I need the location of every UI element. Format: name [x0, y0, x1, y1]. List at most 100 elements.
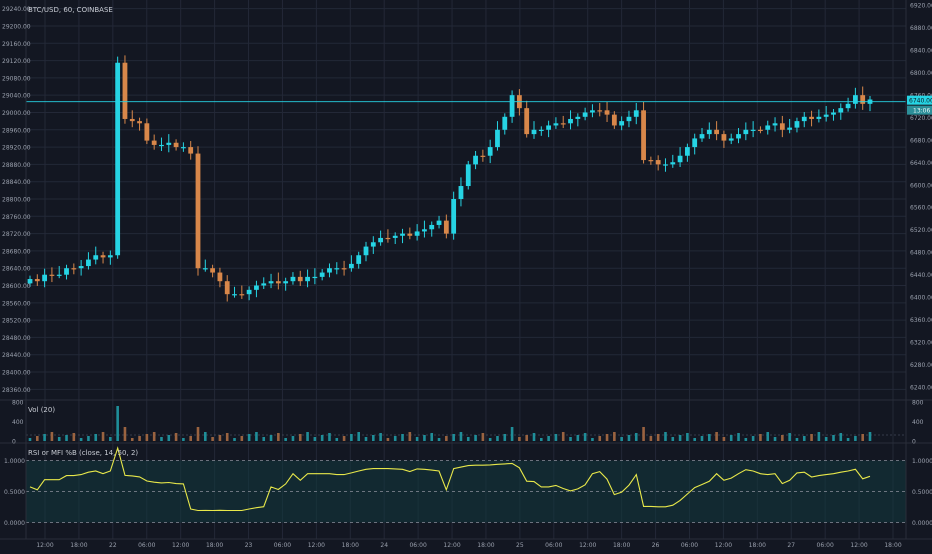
candle-body[interactable]: [458, 186, 464, 199]
candle-body[interactable]: [56, 274, 62, 276]
candle-body[interactable]: [341, 268, 347, 270]
candle-body[interactable]: [465, 164, 471, 187]
candle-body[interactable]: [290, 276, 296, 282]
candle-body[interactable]: [670, 162, 676, 165]
candle-body[interactable]: [414, 231, 420, 236]
candle-body[interactable]: [188, 147, 194, 154]
candle-body[interactable]: [831, 112, 836, 115]
candle-body[interactable]: [370, 242, 376, 247]
candle-body[interactable]: [809, 116, 814, 119]
candle-body[interactable]: [49, 274, 55, 276]
candle-body[interactable]: [495, 129, 500, 148]
candle-body[interactable]: [64, 268, 69, 275]
candle-body[interactable]: [838, 108, 844, 113]
candle-body[interactable]: [195, 153, 201, 269]
candle-body[interactable]: [122, 62, 128, 119]
candle-body[interactable]: [239, 294, 245, 296]
candle-body[interactable]: [772, 123, 778, 126]
candle-body[interactable]: [852, 95, 858, 104]
candle-body[interactable]: [758, 129, 763, 131]
candle-body[interactable]: [34, 279, 40, 282]
candle-body[interactable]: [385, 237, 391, 240]
candle-body[interactable]: [480, 155, 486, 157]
candle-body[interactable]: [721, 134, 727, 141]
candle-body[interactable]: [655, 160, 661, 165]
candle-body[interactable]: [378, 237, 384, 243]
candle-body[interactable]: [684, 147, 690, 156]
candle-body[interactable]: [144, 123, 150, 141]
candle-body[interactable]: [568, 118, 573, 124]
candle-body[interactable]: [217, 272, 223, 282]
candle-body[interactable]: [254, 285, 259, 290]
candle-body[interactable]: [210, 268, 216, 273]
candle-body[interactable]: [42, 274, 48, 282]
candle-body[interactable]: [275, 281, 281, 284]
candle-body[interactable]: [743, 129, 749, 135]
candle-body[interactable]: [816, 116, 822, 119]
candle-body[interactable]: [173, 142, 179, 148]
candle-body[interactable]: [509, 95, 515, 117]
candle-body[interactable]: [319, 272, 325, 277]
candle-body[interactable]: [159, 144, 164, 147]
candle-body[interactable]: [619, 121, 625, 126]
candle-body[interactable]: [736, 134, 741, 139]
candle-body[interactable]: [663, 164, 668, 166]
candle-body[interactable]: [348, 263, 354, 269]
candle-body[interactable]: [334, 268, 340, 270]
candle-body[interactable]: [115, 62, 121, 256]
candle-body[interactable]: [546, 125, 552, 130]
candle-body[interactable]: [801, 116, 807, 122]
candle-body[interactable]: [860, 95, 866, 104]
candle-body[interactable]: [86, 259, 91, 267]
candle-body[interactable]: [137, 121, 142, 124]
candle-body[interactable]: [597, 110, 603, 112]
candle-body[interactable]: [363, 246, 369, 256]
candle-body[interactable]: [765, 125, 771, 130]
candle-body[interactable]: [224, 281, 230, 295]
candle-body[interactable]: [305, 276, 310, 282]
candle-body[interactable]: [246, 289, 252, 295]
candle-body[interactable]: [648, 160, 654, 162]
candle-body[interactable]: [750, 129, 756, 131]
candle-body[interactable]: [692, 138, 698, 148]
candle-body[interactable]: [202, 268, 208, 270]
candle-body[interactable]: [560, 123, 566, 125]
candle-body[interactable]: [794, 121, 800, 128]
candle-body[interactable]: [78, 266, 84, 269]
candle-body[interactable]: [443, 220, 449, 234]
candle-body[interactable]: [845, 103, 851, 109]
candle-body[interactable]: [166, 142, 172, 145]
candle-body[interactable]: [71, 268, 77, 270]
candle-body[interactable]: [641, 110, 646, 161]
candlestick-series[interactable]: [26, 55, 906, 302]
candle-body[interactable]: [297, 276, 303, 282]
candle-body[interactable]: [400, 233, 405, 236]
candle-body[interactable]: [553, 123, 559, 126]
candle-body[interactable]: [728, 138, 734, 141]
candle-body[interactable]: [779, 123, 785, 130]
candle-body[interactable]: [268, 281, 274, 284]
candle-body[interactable]: [626, 116, 632, 122]
candle-body[interactable]: [129, 118, 135, 122]
candle-body[interactable]: [611, 114, 617, 126]
candle-body[interactable]: [473, 155, 478, 165]
candle-body[interactable]: [27, 279, 33, 284]
candle-body[interactable]: [451, 199, 457, 234]
candle-body[interactable]: [356, 255, 362, 264]
candle-body[interactable]: [633, 110, 639, 117]
candle-body[interactable]: [787, 127, 793, 130]
candle-body[interactable]: [327, 268, 332, 273]
candle-body[interactable]: [107, 255, 113, 258]
candle-body[interactable]: [706, 129, 712, 135]
candle-body[interactable]: [436, 220, 442, 225]
candle-body[interactable]: [531, 129, 537, 135]
candle-body[interactable]: [590, 110, 595, 113]
candle-body[interactable]: [407, 233, 413, 236]
candle-body[interactable]: [180, 147, 186, 149]
candle-body[interactable]: [604, 110, 610, 115]
candle-body[interactable]: [429, 224, 435, 230]
candle-body[interactable]: [422, 229, 427, 232]
candle-body[interactable]: [699, 134, 705, 139]
candle-body[interactable]: [575, 116, 581, 119]
